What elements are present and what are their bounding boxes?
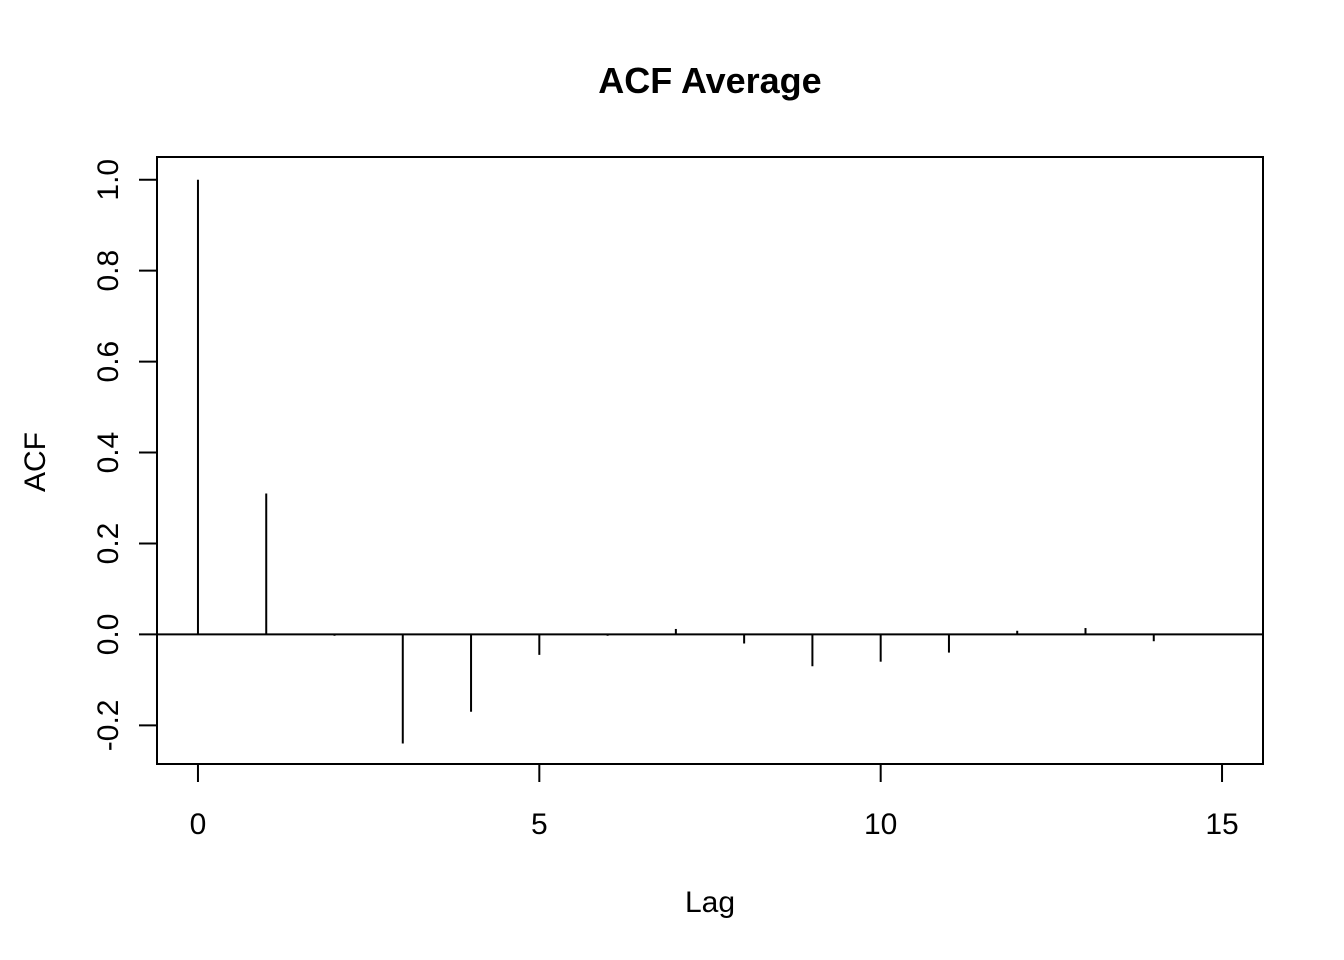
y-axis: -0.2 0.0 0.2 0.4 0.6 0.8 1.0	[92, 159, 158, 752]
x-tick-label: 5	[531, 808, 548, 841]
y-tick-label: 0.2	[92, 523, 125, 565]
x-tick-label: 10	[864, 808, 897, 841]
acf-bars	[196, 179, 1155, 744]
x-axis: 0 5 10 15	[190, 763, 1239, 841]
y-axis-label: ACF	[19, 432, 52, 492]
x-axis-label: Lag	[685, 886, 735, 919]
y-tick-label: -0.2	[92, 700, 125, 752]
chart-title: ACF Average	[598, 60, 821, 101]
y-tick-label: 1.0	[92, 159, 125, 201]
x-tick-label: 15	[1205, 808, 1238, 841]
y-tick-label: 0.6	[92, 341, 125, 383]
y-tick-label: 0.0	[92, 614, 125, 656]
y-tick-label: 0.4	[92, 432, 125, 474]
plot-frame	[156, 156, 1264, 765]
y-tick-label: 0.8	[92, 250, 125, 292]
x-tick-label: 0	[190, 808, 207, 841]
